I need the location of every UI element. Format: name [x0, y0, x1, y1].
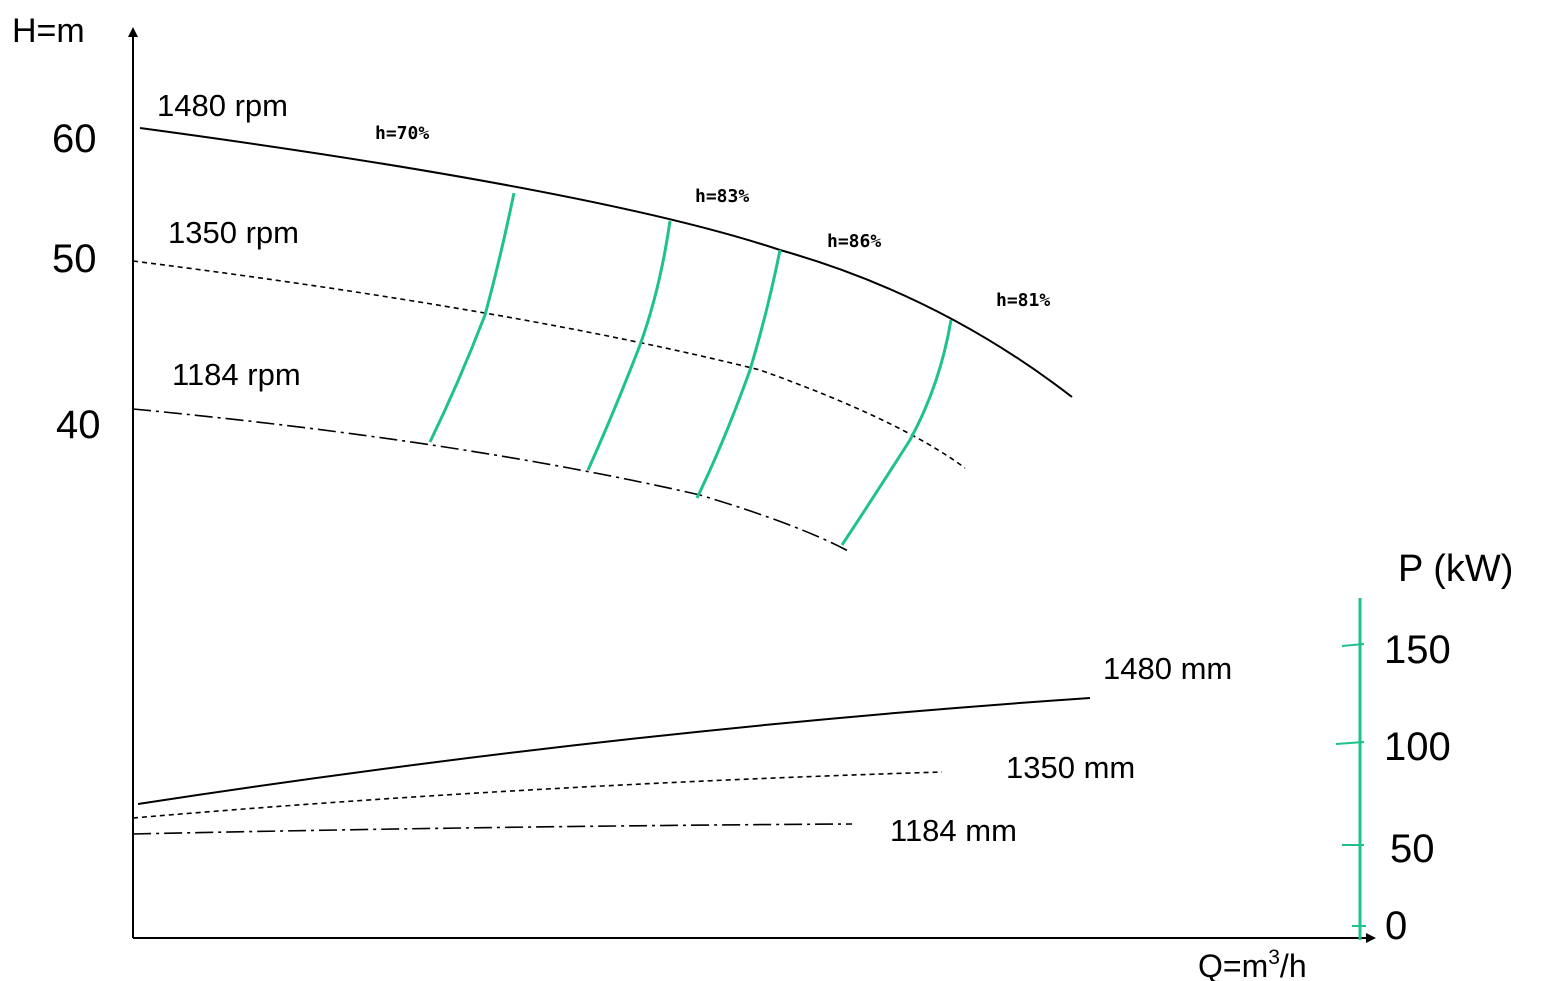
head-curve-1184-rpm	[132, 408, 851, 553]
power-curve-1350	[132, 771, 943, 819]
power-tick-0: 0	[1385, 904, 1407, 948]
power-axis-tick-150	[1341, 643, 1365, 647]
power-tick-100: 100	[1384, 725, 1451, 769]
power-curve-1480	[137, 697, 1091, 805]
power-curve-1184	[132, 823, 853, 835]
efficiency-label-86: h=86%	[827, 231, 881, 252]
head-curve-1350-rpm	[132, 260, 966, 469]
power-curve-label-1480: 1480 mm	[1103, 651, 1232, 686]
power-axis-label: P (kW)	[1398, 548, 1513, 590]
head-tick-60: 60	[52, 117, 97, 161]
head-curve-label-1184-rpm: 1184 rpm	[172, 357, 301, 392]
efficiency-curve-86	[695, 249, 782, 499]
head-tick-40: 40	[56, 403, 101, 447]
power-tick-50: 50	[1390, 827, 1435, 871]
power-curve-label-1350: 1350 mm	[1006, 750, 1135, 785]
efficiency-label-83: h=83%	[695, 186, 749, 207]
efficiency-curve-81	[840, 319, 953, 546]
head-axis-label: H=m	[12, 12, 85, 50]
flow-axis-label: Q=m3/h	[1198, 946, 1307, 981]
power-tick-150: 150	[1384, 628, 1451, 672]
efficiency-label-81: h=81%	[996, 290, 1050, 311]
power-curve-label-1184: 1184 mm	[890, 813, 1017, 848]
efficiency-curve-70	[428, 192, 516, 443]
head-tick-50: 50	[52, 237, 97, 281]
efficiency-curve-83	[586, 220, 672, 471]
head-curve-label-1350-rpm: 1350 rpm	[168, 215, 299, 250]
power-axis-tick-100	[1335, 741, 1365, 745]
efficiency-label-70: h=70%	[375, 123, 429, 144]
head-curve-1480-rpm	[139, 127, 1073, 398]
head-curve-label-1480-rpm: 1480 rpm	[157, 88, 288, 123]
